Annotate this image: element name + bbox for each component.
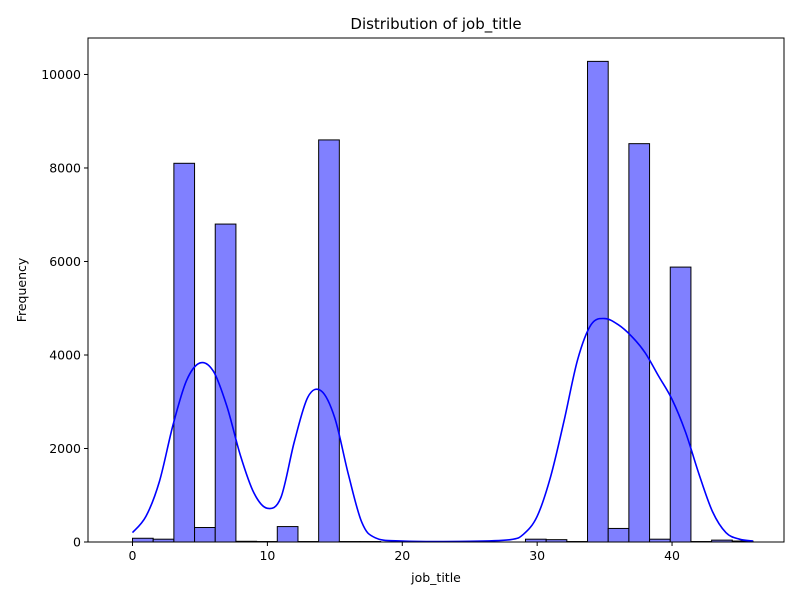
histogram-bar bbox=[318, 139, 340, 543]
histogram-bar bbox=[607, 527, 630, 543]
y-tick-label: 8000 bbox=[49, 160, 81, 175]
x-tick-label: 40 bbox=[664, 548, 680, 563]
y-tick-label: 10000 bbox=[41, 67, 81, 82]
histogram-bar bbox=[628, 143, 651, 543]
histogram-bar bbox=[173, 162, 196, 543]
y-tick-label: 6000 bbox=[49, 254, 81, 269]
kde-line bbox=[131, 317, 754, 543]
x-axis-ticks: 0 10 20 30 40 bbox=[129, 542, 680, 563]
x-tick-label: 10 bbox=[259, 548, 275, 563]
x-axis-label: job_title bbox=[410, 570, 461, 585]
y-axis-ticks: 0 2000 4000 6000 8000 10000 bbox=[41, 67, 88, 550]
y-axis-label: Frequency bbox=[14, 257, 29, 322]
x-tick-label: 0 bbox=[129, 548, 137, 563]
plot-frame bbox=[87, 37, 785, 543]
histogram-bar bbox=[587, 60, 609, 543]
histogram-bar bbox=[669, 266, 692, 543]
chart-title: Distribution of job_title bbox=[350, 15, 521, 34]
y-tick-label: 2000 bbox=[49, 441, 81, 456]
x-tick-label: 30 bbox=[529, 548, 545, 563]
histogram-bar bbox=[132, 537, 154, 543]
x-tick-label: 20 bbox=[394, 548, 410, 563]
y-tick-label: 4000 bbox=[49, 347, 81, 362]
histogram-bar bbox=[276, 526, 299, 543]
histogram-bar bbox=[194, 527, 216, 543]
y-tick-label: 0 bbox=[73, 535, 81, 550]
bars-layer bbox=[132, 60, 754, 543]
